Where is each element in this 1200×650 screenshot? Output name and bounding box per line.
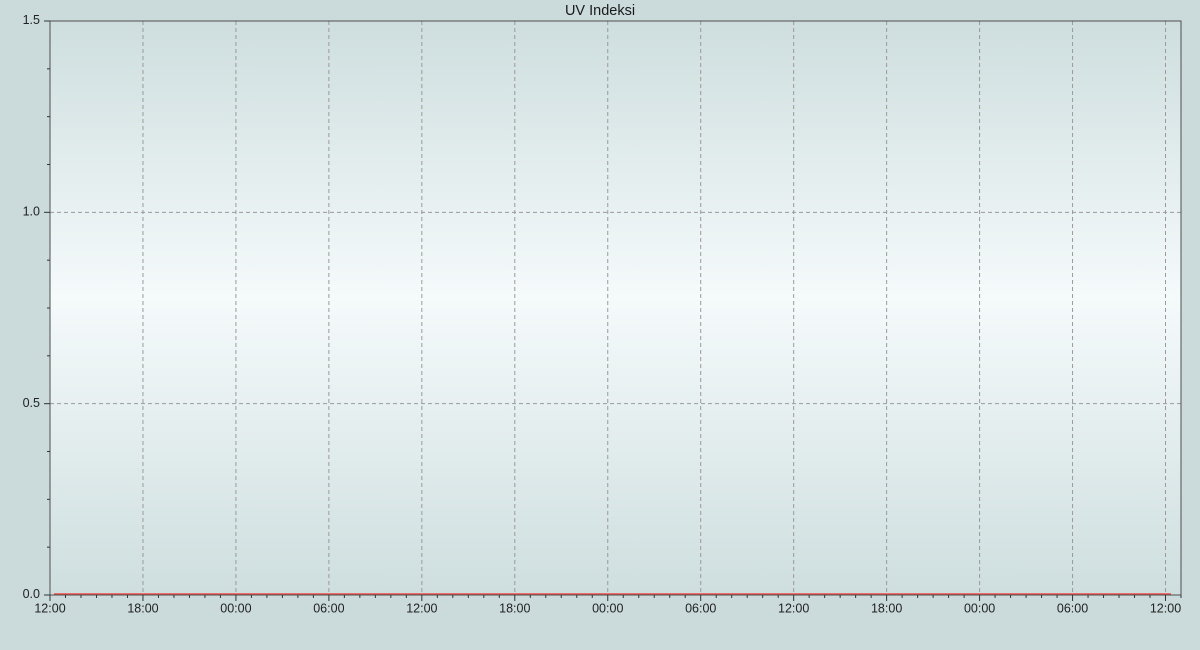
svg-text:1.5: 1.5 (23, 13, 40, 27)
svg-text:06:00: 06:00 (1057, 602, 1088, 616)
svg-text:00:00: 00:00 (964, 602, 995, 616)
svg-text:12:00: 12:00 (778, 602, 809, 616)
svg-text:06:00: 06:00 (685, 602, 716, 616)
svg-text:12:00: 12:00 (1150, 602, 1181, 616)
svg-text:1.0: 1.0 (23, 205, 40, 219)
svg-text:06:00: 06:00 (313, 602, 344, 616)
svg-text:18:00: 18:00 (127, 602, 158, 616)
svg-text:UV Indeksi: UV Indeksi (565, 3, 635, 19)
svg-text:12:00: 12:00 (406, 602, 437, 616)
svg-text:18:00: 18:00 (871, 602, 902, 616)
svg-text:18:00: 18:00 (499, 602, 530, 616)
svg-text:12:00: 12:00 (34, 602, 65, 616)
svg-text:00:00: 00:00 (220, 602, 251, 616)
svg-text:0.0: 0.0 (23, 587, 40, 601)
svg-text:00:00: 00:00 (592, 602, 623, 616)
svg-text:0.5: 0.5 (23, 396, 40, 410)
